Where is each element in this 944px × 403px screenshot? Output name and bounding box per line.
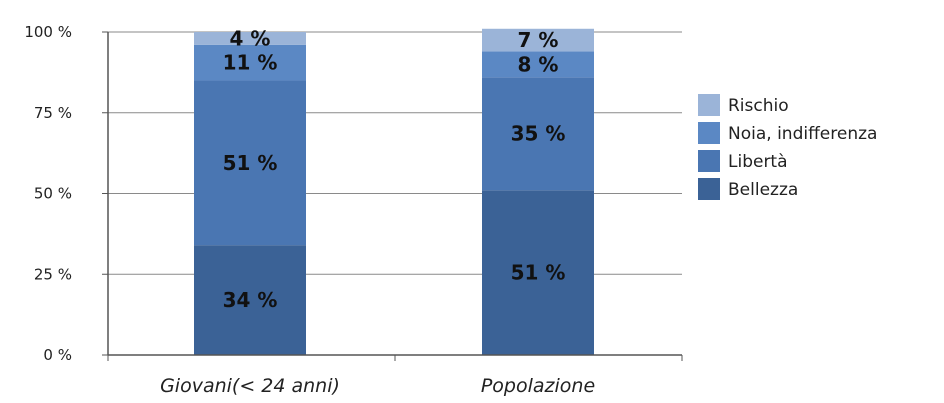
legend-swatch bbox=[698, 178, 720, 200]
y-tick-label: 75 % bbox=[34, 104, 72, 122]
y-tick-label: 100 % bbox=[24, 23, 72, 41]
bar-segment bbox=[194, 245, 306, 355]
data-label: 35 % bbox=[511, 122, 566, 146]
y-tick-label: 50 % bbox=[34, 185, 72, 203]
legend-label: Rischio bbox=[728, 96, 789, 116]
data-labels: 34 % 51 % 11 %4 % 51 % 35 % 8 %7 % bbox=[223, 26, 566, 312]
bar-segment bbox=[194, 32, 306, 45]
bar-segment bbox=[482, 77, 594, 191]
y-tick-label: 0 % bbox=[43, 346, 72, 364]
bar-segment bbox=[194, 80, 306, 246]
legend-label: Noia, indifferenza bbox=[728, 124, 877, 144]
x-category-label: Giovani(< 24 anni) bbox=[160, 375, 340, 397]
data-label: 4 % bbox=[230, 26, 271, 50]
data-label: 8 % bbox=[518, 52, 559, 76]
legend: Rischio Noia, indifferenza Libertà Bellezza bbox=[698, 94, 877, 200]
data-label: 11 % bbox=[223, 51, 278, 75]
y-tick-label: 25 % bbox=[34, 265, 72, 283]
bar-segment bbox=[482, 28, 594, 52]
legend-swatch bbox=[698, 150, 720, 172]
bar-segment bbox=[482, 190, 594, 355]
data-label: 7 % bbox=[518, 28, 559, 52]
data-label: 51 % bbox=[511, 261, 566, 285]
bars bbox=[194, 28, 594, 355]
legend-swatch bbox=[698, 122, 720, 144]
axes: 0 % 25 % 50 % 75 % 100 % Giovani(< 24 anni) Po… bbox=[24, 23, 683, 397]
bar-segment bbox=[482, 51, 594, 78]
x-category-label: Popolazione bbox=[481, 375, 595, 397]
legend-label: Bellezza bbox=[728, 180, 798, 200]
legend-swatch bbox=[698, 94, 720, 116]
data-label: 34 % bbox=[223, 288, 278, 312]
bar-segment bbox=[194, 44, 306, 81]
legend-label: Libertà bbox=[728, 152, 788, 172]
data-label: 51 % bbox=[223, 151, 278, 175]
